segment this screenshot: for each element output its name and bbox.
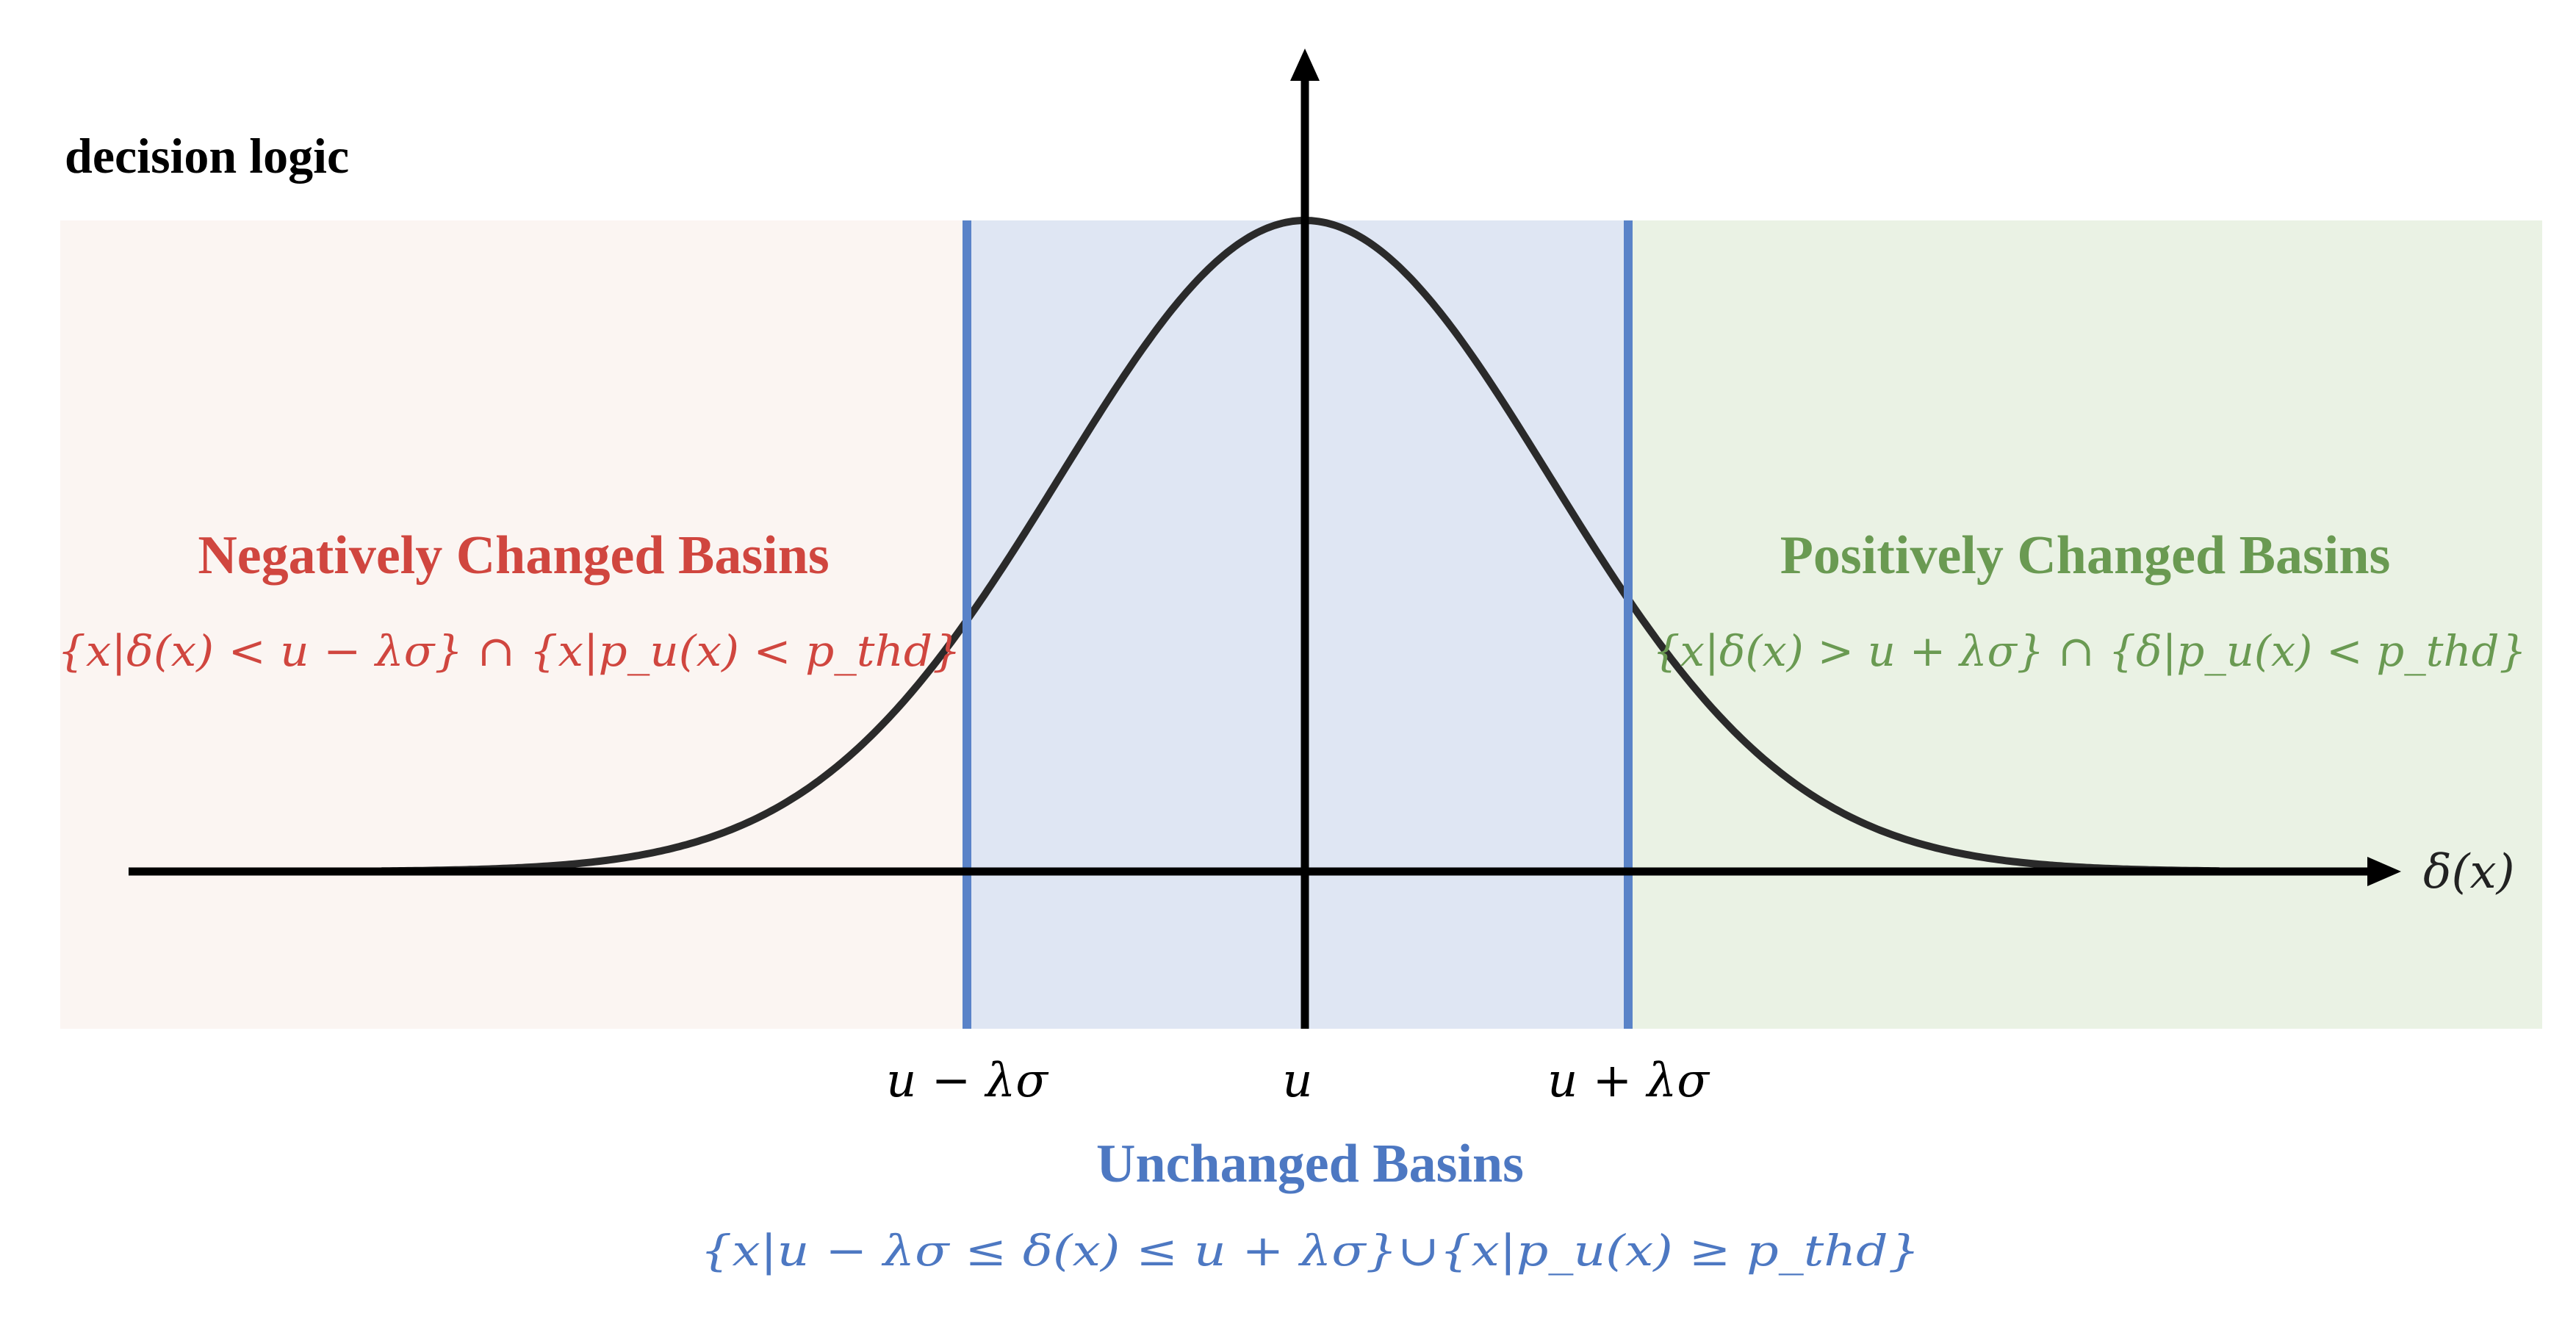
tick-label-lower: u − λσ	[886, 1054, 1049, 1108]
unchanged-region-title: Unchanged Basins	[1096, 1134, 1524, 1194]
x-axis-arrowhead	[2367, 857, 2401, 886]
y-axis-arrowhead	[1290, 48, 1320, 81]
negative-region-formula: {x|δ(x) < u − λσ} ∩ {x|p_u(x) < p_thd}	[57, 626, 961, 676]
negative-region-background	[60, 220, 967, 1029]
gaussian-curve	[378, 216, 2223, 875]
diagram-title: decision logic	[65, 128, 349, 184]
tick-label-upper: u + λσ	[1547, 1054, 1710, 1108]
unchanged-region-formula: {x|u − λσ ≤ δ(x) ≤ u + λσ}∪{x|p_u(x) ≥ p…	[700, 1226, 1920, 1276]
x-axis-label: δ(x)	[2423, 845, 2515, 899]
tick-label-center: u	[1282, 1054, 1312, 1108]
positive-region-background	[1628, 220, 2542, 1029]
positive-region-formula: {x|δ(x) > u + λσ} ∩ {δ|p_u(x) < p_thd}	[1652, 626, 2527, 676]
negative-region-title: Negatively Changed Basins	[198, 525, 829, 586]
positive-region-title: Positively Changed Basins	[1780, 525, 2391, 586]
unchanged-region-background	[967, 220, 1628, 1029]
